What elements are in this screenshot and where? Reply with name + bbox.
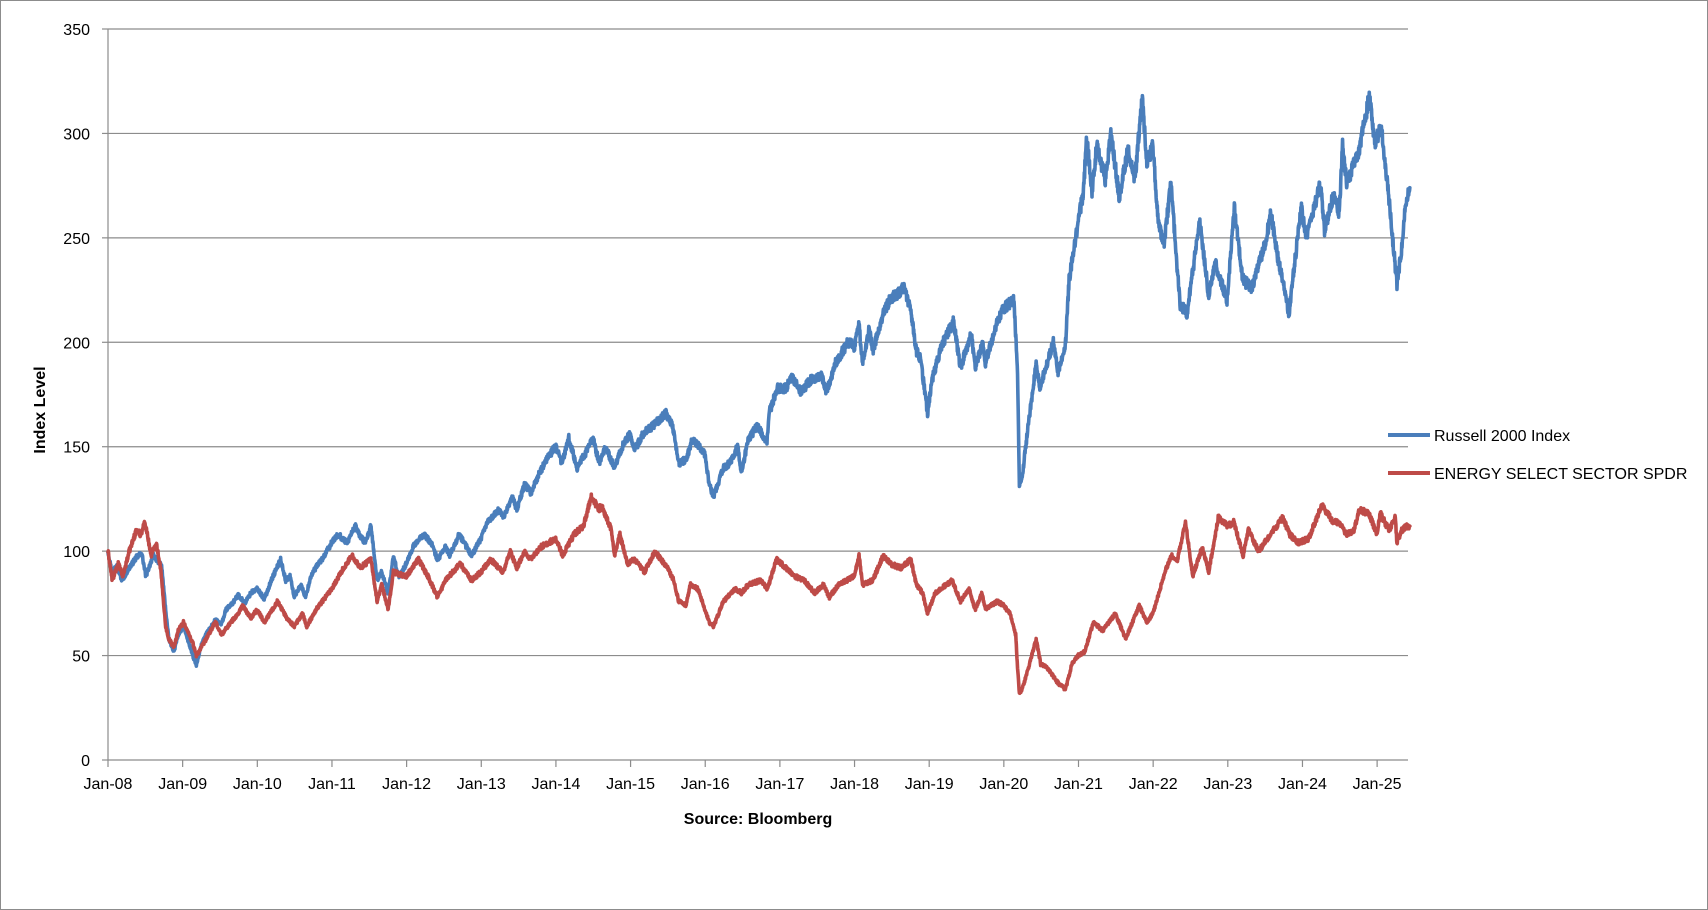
series-line-energy-select [106, 492, 1412, 696]
axes [107, 29, 1408, 761]
x-tick-label: Jan-25 [1353, 776, 1402, 793]
x-tick-label: Jan-24 [1278, 776, 1327, 793]
x-tick-label: Jan-14 [531, 776, 580, 793]
x-tick-label: Jan-21 [1054, 776, 1103, 793]
x-tick-label: Jan-09 [158, 776, 207, 793]
y-tick-label: 350 [63, 22, 90, 39]
x-tick-label: Jan-15 [606, 776, 655, 793]
legend-label: ENERGY SELECT SECTOR SPDR [1434, 466, 1687, 483]
y-tick-label: 100 [63, 544, 90, 561]
x-tick-label: Jan-13 [457, 776, 506, 793]
x-tick-label: Jan-10 [233, 776, 282, 793]
series-line-russell-2000 [106, 90, 1412, 668]
x-tick-label: Jan-12 [382, 776, 431, 793]
y-tick-label: 150 [63, 440, 90, 457]
y-tick-label: 0 [81, 753, 90, 770]
y-tick-label: 50 [72, 649, 90, 666]
y-tick-label: 200 [63, 335, 90, 352]
y-axis-title: Index Level [32, 366, 49, 453]
x-tick-label: Jan-22 [1129, 776, 1178, 793]
x-tick-label: Jan-16 [681, 776, 730, 793]
y-axis-ticks: 0 50 100 150 200 250 300 350 [63, 22, 108, 770]
x-tick-label: Jan-17 [755, 776, 804, 793]
series-lines [106, 90, 1412, 696]
x-tick-label: Jan-20 [979, 776, 1028, 793]
legend: Russell 2000 Index ENERGY SELECT SECTOR S… [1388, 428, 1687, 483]
x-tick-label: Jan-11 [308, 776, 356, 793]
x-tick-label: Jan-18 [830, 776, 879, 793]
x-tick-label: Jan-23 [1203, 776, 1252, 793]
legend-label: Russell 2000 Index [1434, 428, 1570, 445]
y-tick-label: 300 [63, 126, 90, 143]
x-axis-title: Source: Bloomberg [684, 811, 832, 828]
x-tick-label: Jan-08 [84, 776, 133, 793]
y-tick-label: 250 [63, 231, 90, 248]
gridlines [108, 28, 1408, 657]
x-axis-ticks: Jan-08 Jan-09 Jan-10 Jan-11 Jan-12 Jan-13 Jan-… [84, 760, 1402, 793]
x-tick-label: Jan-19 [905, 776, 954, 793]
